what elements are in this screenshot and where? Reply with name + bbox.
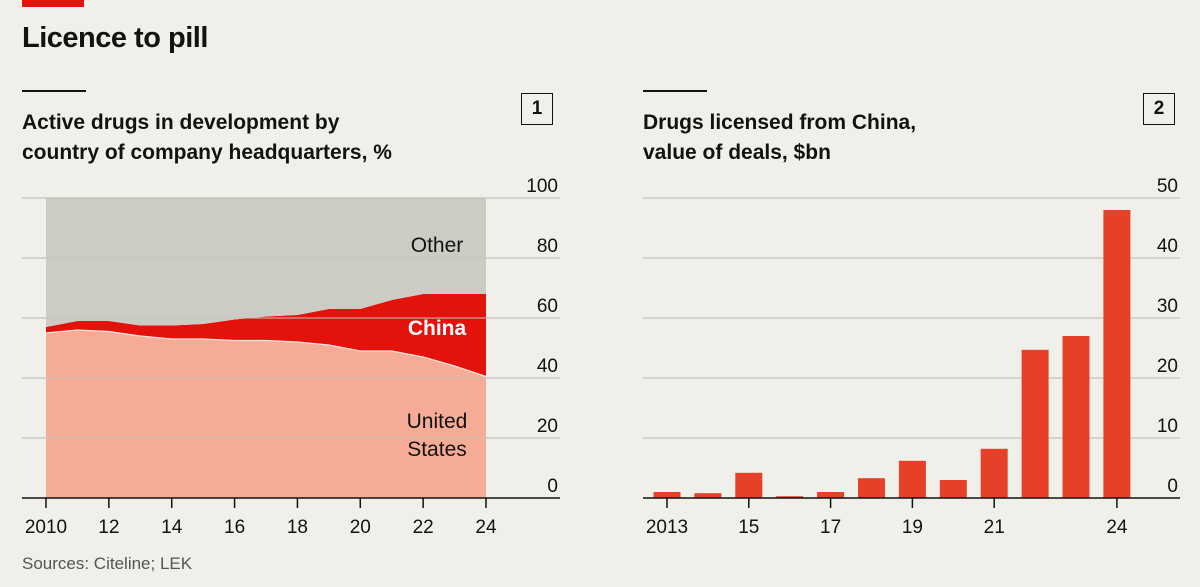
- bar-2021: [980, 448, 1008, 498]
- series-label-other: Other: [411, 234, 464, 257]
- area-china: [46, 294, 486, 377]
- x-tick-label: 2010: [25, 517, 67, 538]
- x-tick-label: 22: [413, 517, 434, 538]
- y-tick-label: 20: [1157, 356, 1178, 377]
- panel-2-title-line-1: Drugs licensed from China,: [643, 111, 917, 134]
- bar-2018: [858, 478, 885, 498]
- x-tick-label: 24: [475, 517, 497, 538]
- bar-2022: [1021, 349, 1049, 498]
- x-tick-label: 21: [984, 517, 1005, 538]
- source-note: Sources: Citeline; LEK: [22, 554, 193, 573]
- y-tick-label: 0: [547, 476, 558, 497]
- bar-2015: [735, 472, 763, 498]
- area-chart: 0 20 40 60 80 100 2010 12 14 16 18 20 22 24 United Stat…: [22, 176, 560, 538]
- panel-1-title-line-1: Active drugs in development by: [22, 111, 340, 134]
- bar-2024: [1103, 210, 1131, 498]
- y-tick-label: 30: [1157, 296, 1178, 317]
- panel-2-rule: [643, 90, 707, 92]
- y-tick-label: 40: [1157, 236, 1178, 257]
- x-tick-label: 24: [1106, 517, 1128, 538]
- bar-2023: [1062, 336, 1090, 498]
- x-tick-label: 12: [98, 517, 119, 538]
- panel-2-title-line-2: value of deals, $bn: [643, 141, 831, 164]
- x-tick-label: 15: [738, 517, 759, 538]
- headline: Licence to pill: [22, 22, 208, 54]
- series-label-united-states: United: [407, 410, 468, 433]
- y-tick-label: 20: [537, 416, 558, 437]
- panel-1-number: 1: [521, 93, 553, 125]
- y-tick-label: 40: [537, 356, 558, 377]
- y-tick-label: 80: [537, 236, 558, 257]
- bar-2016: [776, 496, 804, 498]
- x-tick-label: 17: [820, 517, 841, 538]
- y-tick-label: 0: [1167, 476, 1178, 497]
- y-tick-label: 10: [1157, 416, 1178, 437]
- x-tick-label: 2013: [646, 517, 688, 538]
- x-tick-label: 18: [287, 517, 308, 538]
- usa-china-boundary: [45, 329, 487, 378]
- panel-2-number: 2: [1143, 93, 1175, 125]
- x-tick-label: 16: [224, 517, 245, 538]
- bar-2014: [694, 493, 722, 498]
- top-red-tag: [22, 0, 84, 7]
- panel-2-title: Drugs licensed from China, value of deal…: [643, 108, 916, 168]
- bar-2013: [653, 492, 681, 498]
- y-tick-label: 100: [526, 176, 558, 197]
- bar-2019: [898, 460, 926, 498]
- y-tick-label: 50: [1157, 176, 1178, 197]
- x-tick-label: 14: [161, 517, 183, 538]
- panel-1-title-line-2: country of company headquarters, %: [22, 141, 392, 164]
- panel-1-title: Active drugs in development by country o…: [22, 108, 392, 168]
- x-tick-label: 19: [902, 517, 923, 538]
- series-label-united-states: States: [407, 438, 467, 461]
- bar-chart: 0 10 20 30 40 50 2013 15 17 19 21 24: [643, 176, 1180, 538]
- panel-1-rule: [22, 90, 86, 92]
- bar-2020: [939, 480, 967, 498]
- series-label-china: China: [408, 317, 467, 340]
- bar-2017: [817, 492, 845, 498]
- y-tick-label: 60: [537, 296, 558, 317]
- x-tick-label: 20: [350, 517, 371, 538]
- area-united-states: [46, 330, 486, 498]
- area-other: [46, 198, 486, 327]
